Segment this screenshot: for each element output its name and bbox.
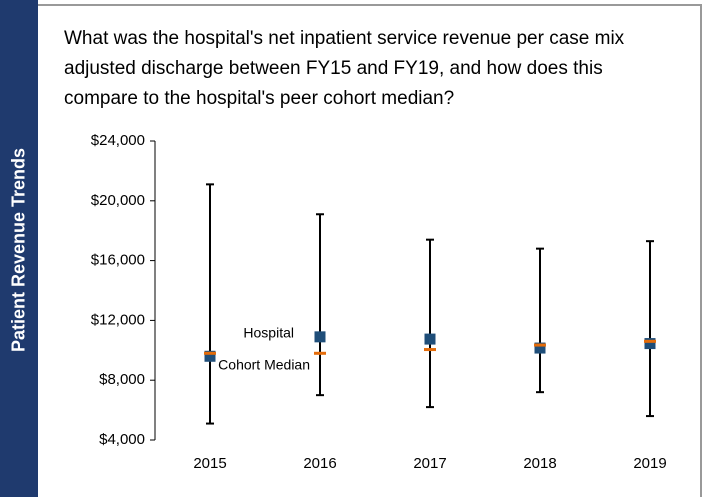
x-tick-label: 2019	[633, 455, 666, 472]
series-label: Cohort Median	[218, 357, 310, 373]
x-tick-label: 2018	[523, 455, 556, 472]
y-tick-label: $4,000	[99, 431, 145, 448]
median-marker	[204, 351, 216, 355]
chart-title: What was the hospital's net inpatient se…	[64, 28, 625, 109]
median-marker	[424, 348, 436, 352]
y-tick-label: $20,000	[91, 192, 145, 209]
y-tick-label: $16,000	[91, 252, 145, 269]
x-tick-label: 2017	[413, 455, 446, 472]
hospital-marker	[534, 342, 546, 354]
hospital-marker	[314, 331, 326, 343]
series-label: Hospital	[243, 325, 294, 341]
median-marker	[314, 351, 326, 355]
x-tick-label: 2016	[303, 455, 336, 472]
hospital-marker	[204, 350, 216, 362]
frame	[38, 4, 702, 497]
hospital-marker	[644, 338, 656, 350]
median-marker	[644, 339, 656, 343]
y-tick-label: $24,000	[91, 132, 145, 149]
sidebar: Patient Revenue Trends	[0, 0, 38, 497]
y-tick-label: $8,000	[99, 371, 145, 388]
x-tick-label: 2015	[193, 455, 226, 472]
hospital-marker	[424, 333, 436, 345]
median-marker	[534, 343, 546, 347]
y-tick-label: $12,000	[91, 311, 145, 328]
